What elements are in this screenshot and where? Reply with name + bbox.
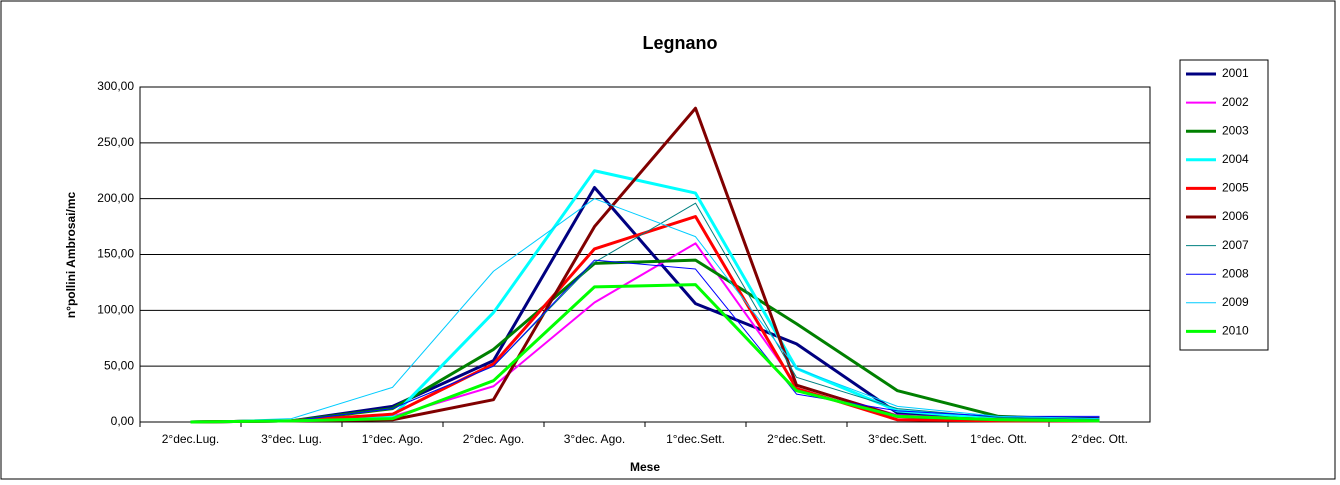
x-tick-label: 3°dec. Lug. <box>261 432 322 446</box>
x-tick-label: 2°dec. Ago. <box>463 432 525 446</box>
legend-label: 2010 <box>1222 324 1249 338</box>
x-tick-label: 3°dec. Ago. <box>564 432 626 446</box>
y-tick-label: 250,00 <box>97 135 134 149</box>
legend-label: 2004 <box>1222 152 1249 166</box>
y-tick-label: 200,00 <box>97 191 134 205</box>
legend-label: 2002 <box>1222 95 1249 109</box>
legend-label: 2003 <box>1222 123 1249 137</box>
series-line <box>190 283 1100 424</box>
y-axis-label: n°pollini Ambrosai/mc <box>64 191 78 318</box>
x-tick-label: 2°dec. Ott. <box>1071 432 1128 446</box>
x-tick-label: 1°dec. Ago. <box>362 432 424 446</box>
legend-label: 2006 <box>1222 209 1249 223</box>
y-tick-label: 100,00 <box>97 303 134 317</box>
legend-label: 2008 <box>1222 266 1249 280</box>
series-line <box>190 259 1100 423</box>
series-line <box>190 198 1100 423</box>
legend-label: 2005 <box>1222 181 1249 195</box>
x-tick-label: 1°dec.Sett. <box>666 432 725 446</box>
y-tick-label: 0,00 <box>111 414 135 428</box>
y-tick-label: 150,00 <box>97 247 134 261</box>
legend-label: 2009 <box>1222 295 1249 309</box>
x-tick-label: 2°dec.Sett. <box>767 432 826 446</box>
y-tick-label: 50,00 <box>104 358 134 372</box>
chart-title: Legnano <box>643 33 718 53</box>
x-tick-label: 2°dec.Lug. <box>162 432 220 446</box>
legend-label: 2001 <box>1222 66 1249 80</box>
x-tick-label: 1°dec. Ott. <box>970 432 1027 446</box>
x-tick-label: 3°dec.Sett. <box>868 432 927 446</box>
legend-box <box>1179 59 1269 351</box>
legend-label: 2007 <box>1222 238 1249 252</box>
y-tick-label: 300,00 <box>97 79 134 93</box>
x-axis-label: Mese <box>630 460 660 474</box>
